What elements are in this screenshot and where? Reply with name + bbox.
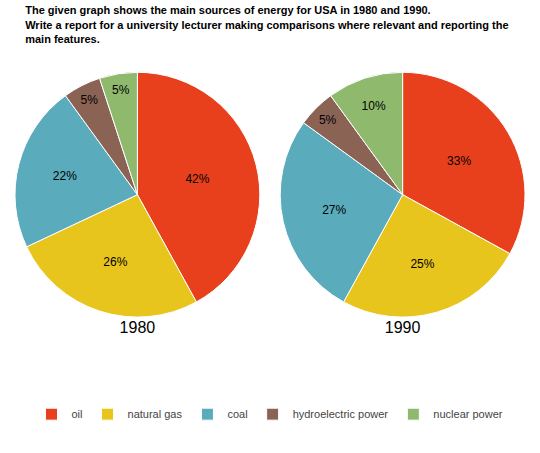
svg-text:27%: 27% <box>322 203 346 217</box>
svg-text:oil: oil <box>72 408 83 420</box>
svg-text:1980: 1980 <box>120 319 156 336</box>
svg-text:nuclear power: nuclear power <box>433 408 502 420</box>
svg-text:The given graph shows the main: The given graph shows the main sources o… <box>25 4 508 45</box>
svg-text:26%: 26% <box>103 255 127 269</box>
svg-text:5%: 5% <box>319 113 337 127</box>
svg-text:natural gas: natural gas <box>128 408 183 420</box>
svg-text:25%: 25% <box>410 257 434 271</box>
svg-text:33%: 33% <box>447 154 471 168</box>
svg-text:coal: coal <box>227 408 247 420</box>
svg-text:hydroelectric power: hydroelectric power <box>293 408 389 420</box>
svg-text:42%: 42% <box>185 172 209 186</box>
svg-text:22%: 22% <box>53 169 77 183</box>
svg-text:5%: 5% <box>112 83 130 97</box>
svg-text:10%: 10% <box>362 99 386 113</box>
svg-text:5%: 5% <box>81 93 99 107</box>
svg-text:1990: 1990 <box>385 319 421 336</box>
